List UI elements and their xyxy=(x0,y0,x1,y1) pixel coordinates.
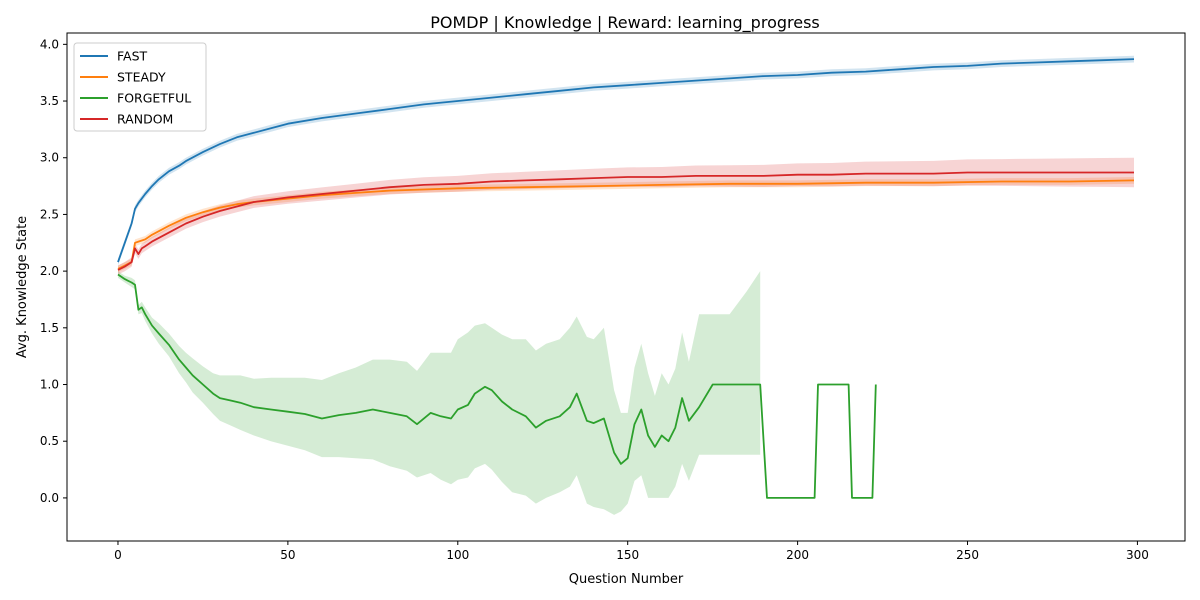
y-tick-label: 4.0 xyxy=(40,37,59,51)
legend-label-forgetful: FORGETFUL xyxy=(117,91,191,106)
line-fast xyxy=(117,58,1135,263)
band-fast xyxy=(118,55,1134,266)
line-forgetful xyxy=(117,273,877,499)
confidence-bands xyxy=(118,55,1134,515)
y-tick-label: 0.0 xyxy=(40,491,59,505)
x-axis-label: Question Number xyxy=(569,572,684,587)
legend-box xyxy=(73,42,207,132)
x-tick-label: 200 xyxy=(786,548,809,562)
legend-label-steady: STEADY xyxy=(117,70,166,85)
x-tick-label: 0 xyxy=(114,548,122,562)
y-tick-label: 2.5 xyxy=(40,207,59,221)
y-tick-label: 1.0 xyxy=(40,378,59,392)
y-axis-ticks: 0.0 0.5 1.0 1.5 2.0 2.5 3.0 3.5 4.0 xyxy=(40,37,67,505)
legend: FAST STEADY FORGETFUL RANDOM xyxy=(73,42,207,132)
y-tick-label: 3.0 xyxy=(40,151,59,165)
y-axis-label: Avg. Knowledge State xyxy=(15,216,30,358)
x-tick-label: 150 xyxy=(616,548,639,562)
y-tick-label: 3.5 xyxy=(40,94,59,108)
series-lines xyxy=(117,58,1135,499)
x-tick-label: 300 xyxy=(1126,548,1149,562)
band-random xyxy=(118,157,1134,275)
x-axis-ticks: 0 50 100 150 200 250 300 xyxy=(114,541,1149,562)
plot-frame xyxy=(66,32,1186,542)
legend-label-random: RANDOM xyxy=(117,112,173,127)
line-random xyxy=(117,171,1134,271)
y-tick-label: 2.0 xyxy=(40,264,59,278)
legend-label-fast: FAST xyxy=(117,49,148,64)
chart-title: POMDP | Knowledge | Reward: learning_pro… xyxy=(430,13,820,33)
y-tick-label: 0.5 xyxy=(40,434,59,448)
x-tick-label: 50 xyxy=(280,548,295,562)
band-forgetful xyxy=(118,271,761,515)
y-tick-label: 1.5 xyxy=(40,321,59,335)
line-steady xyxy=(117,179,1135,270)
band-steady xyxy=(118,177,1134,273)
x-tick-label: 250 xyxy=(956,548,979,562)
x-tick-label: 100 xyxy=(446,548,469,562)
